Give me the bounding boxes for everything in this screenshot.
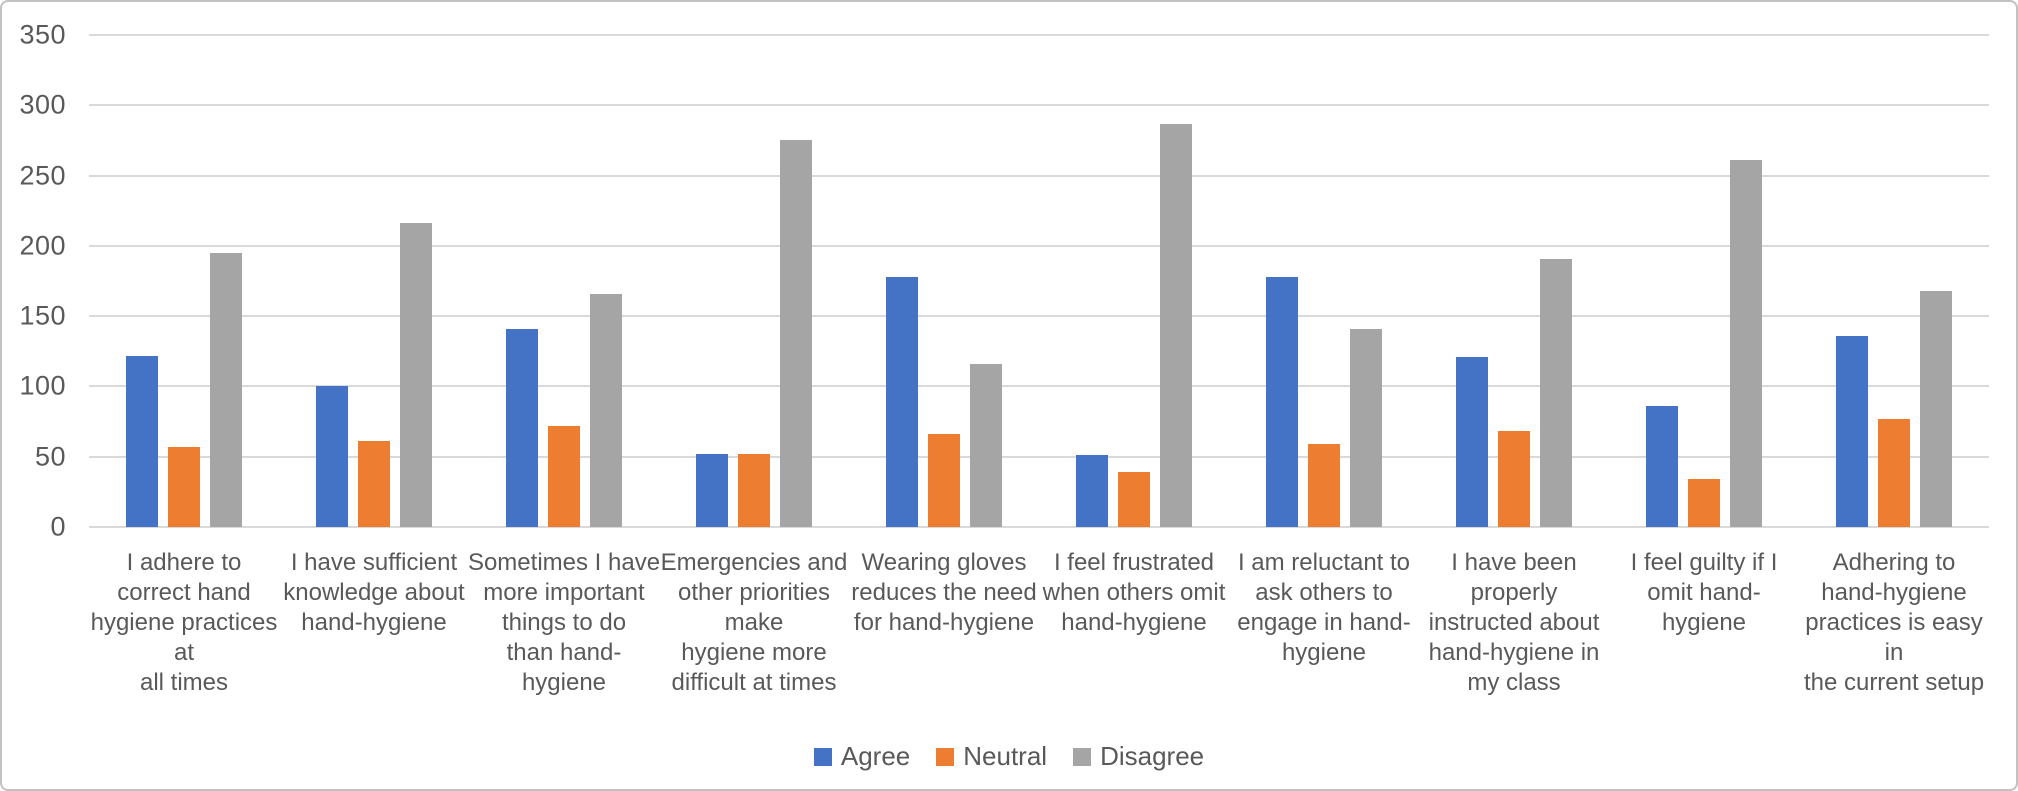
y-tick-label-50: 50 <box>34 441 66 472</box>
bar-neutral-9 <box>1688 479 1720 527</box>
x-category-label-6: I feel frustrated when others omit hand-… <box>1042 549 1226 636</box>
bar-agree-4 <box>696 453 728 527</box>
bar-group-10 <box>1799 35 1989 527</box>
bar-disagree-6 <box>1160 123 1192 527</box>
bar-group-1 <box>89 35 279 527</box>
y-tick-label-250: 250 <box>19 160 66 191</box>
x-category-label-8: I have been properly instructed about ha… <box>1428 549 1600 696</box>
bar-group-2 <box>279 35 469 527</box>
bar-agree-10 <box>1836 335 1868 527</box>
x-category-label-3: Sometimes I have more important things t… <box>467 549 661 696</box>
legend-swatch-neutral-icon <box>936 747 955 766</box>
x-category-label-2: I have sufficient knowledge about hand-h… <box>283 549 465 636</box>
bar-disagree-10 <box>1920 290 1952 527</box>
x-category-label-1: I adhere to correct hand hygiene practic… <box>90 549 278 696</box>
y-tick-label-150: 150 <box>19 300 66 331</box>
gridline-y-200 <box>89 244 1989 247</box>
bar-disagree-5 <box>970 363 1002 527</box>
bar-group-8 <box>1419 35 1609 527</box>
bar-agree-5 <box>886 276 918 527</box>
y-tick-label-100: 100 <box>19 370 66 401</box>
bar-disagree-8 <box>1540 258 1572 527</box>
bar-neutral-7 <box>1308 444 1340 527</box>
legend-item-neutral: Neutral <box>936 741 1047 772</box>
gridline-y-350 <box>89 34 1989 36</box>
legend-item-agree: Agree <box>813 741 911 772</box>
gridline-y-150 <box>89 315 1989 318</box>
bar-neutral-10 <box>1878 418 1910 527</box>
legend-swatch-agree-icon <box>813 747 832 766</box>
bar-agree-7 <box>1266 276 1298 527</box>
bar-neutral-2 <box>358 441 390 527</box>
bar-disagree-3 <box>590 293 622 527</box>
x-category-label-9: I feel guilty if I omit hand- hygiene <box>1630 549 1778 636</box>
bar-agree-2 <box>316 386 348 527</box>
gridline-y-0 <box>89 526 1989 528</box>
bar-agree-3 <box>506 328 538 527</box>
legend-label-disagree: Disagree <box>1100 741 1205 771</box>
bar-disagree-1 <box>210 252 242 527</box>
x-category-label-10: Adhering to hand-hygiene practices is ea… <box>1803 549 1985 696</box>
legend-label-neutral: Neutral <box>963 741 1048 771</box>
y-tick-label-300: 300 <box>19 89 66 120</box>
gridline-y-100 <box>89 385 1989 388</box>
bar-group-6 <box>1039 35 1229 527</box>
bar-group-9 <box>1609 35 1799 527</box>
bar-neutral-4 <box>738 453 770 527</box>
x-category-label-4: Emergencies and other priorities make hy… <box>660 549 848 696</box>
bar-neutral-3 <box>548 425 580 527</box>
y-tick-label-350: 350 <box>19 19 66 50</box>
bar-agree-6 <box>1076 455 1108 527</box>
bar-neutral-5 <box>928 434 960 527</box>
legend-label-agree: Agree <box>840 741 911 771</box>
legend-swatch-disagree-icon <box>1073 747 1092 766</box>
gridline-y-300 <box>89 104 1989 107</box>
bar-disagree-7 <box>1350 328 1382 527</box>
bar-agree-1 <box>126 355 158 527</box>
bar-neutral-1 <box>168 446 200 527</box>
bar-group-7 <box>1229 35 1419 527</box>
y-tick-label-200: 200 <box>19 230 66 261</box>
x-category-label-5: Wearing gloves reduces the need for hand… <box>851 549 1037 636</box>
legend: Agree Neutral Disagree <box>2 741 2016 772</box>
bar-group-5 <box>849 35 1039 527</box>
bar-group-4 <box>659 35 849 527</box>
bar-neutral-6 <box>1118 472 1150 527</box>
bar-disagree-9 <box>1730 160 1762 527</box>
gridline-y-50 <box>89 455 1989 458</box>
x-category-label-7: I am reluctant to ask others to engage i… <box>1237 549 1411 666</box>
y-tick-label-0: 0 <box>50 511 66 542</box>
bar-agree-9 <box>1646 406 1678 527</box>
bar-disagree-4 <box>780 140 812 527</box>
bar-disagree-2 <box>400 223 432 527</box>
legend-item-disagree: Disagree <box>1073 741 1204 772</box>
plot-area <box>89 34 1989 528</box>
bar-group-3 <box>469 35 659 527</box>
gridline-y-250 <box>89 174 1989 177</box>
bar-agree-8 <box>1456 356 1488 527</box>
bar-neutral-8 <box>1498 431 1530 527</box>
